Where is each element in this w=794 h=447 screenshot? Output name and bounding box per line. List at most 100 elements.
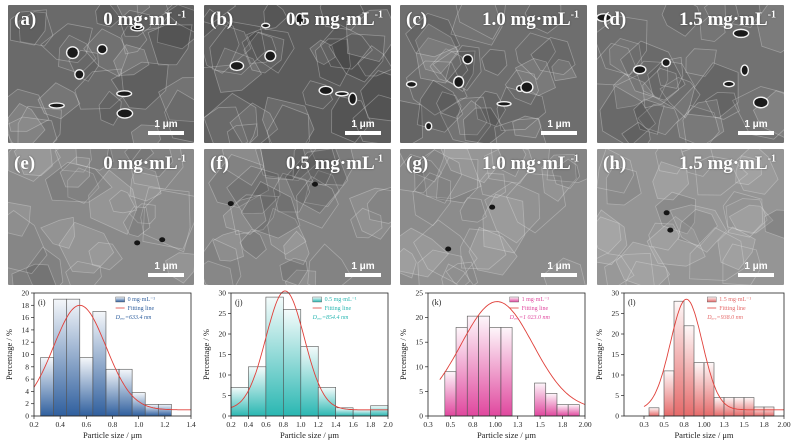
x-tick-label: 0.6 (82, 420, 92, 429)
grain (74, 68, 125, 110)
grain (212, 229, 244, 262)
scale-bar-label: 1 μm (547, 261, 571, 272)
x-tick-label: 1.5 (535, 420, 545, 429)
legend-entry: 1 mg·mL⁻¹ (522, 297, 550, 303)
grain (633, 98, 665, 135)
concentration-label: 1.5 mg·mL-1 (678, 153, 776, 174)
scale-bar: 1 μm (345, 119, 381, 135)
grain (129, 164, 162, 202)
x-tick-label: 1.5 (739, 420, 749, 429)
pore (740, 64, 750, 77)
x-tick-label: 1.8 (366, 420, 376, 429)
panel-label: (g) (406, 153, 429, 174)
grain (309, 39, 336, 66)
y-tick-label: 15 (416, 338, 424, 347)
grain (490, 149, 527, 178)
grain (400, 227, 450, 278)
scale-bar-line (738, 131, 774, 135)
grain (147, 24, 193, 66)
grain (735, 155, 762, 186)
grain (681, 149, 716, 177)
y-tick-label: 0 (615, 412, 619, 421)
grain (113, 44, 150, 76)
grain (703, 5, 739, 29)
y-tick-label: 10 (612, 371, 620, 380)
grain (620, 40, 686, 101)
grain (230, 194, 280, 236)
x-tick-label: 1.2 (160, 420, 170, 429)
x-tick-label: 0.8 (108, 420, 118, 429)
grain (122, 206, 151, 238)
grain (524, 5, 562, 34)
x-tick-label: 1.3 (719, 420, 729, 429)
scale-bar-label: 1 μm (744, 261, 768, 272)
grain (597, 253, 635, 285)
grain (260, 149, 307, 181)
grain (226, 123, 258, 143)
grain (648, 222, 681, 251)
grain (17, 105, 62, 143)
histogram-bar (283, 309, 302, 417)
panel-label: (f) (210, 153, 229, 174)
grain (677, 209, 718, 247)
x-tick-label: 0.5 (659, 420, 669, 429)
legend-entry: 1.5 mg·mL⁻¹ (719, 297, 751, 303)
grain (474, 90, 506, 127)
grain (352, 94, 391, 143)
sem-image-panel: (g) 1.0 mg·mL-1 1 μm (400, 149, 587, 285)
x-tick-label: 0.8 (279, 420, 289, 429)
pore (661, 57, 671, 68)
grain (597, 209, 628, 266)
grain (40, 216, 76, 249)
grain (204, 23, 252, 74)
scale-bar: 1 μm (541, 119, 577, 135)
histogram-bar (567, 404, 580, 417)
grain (59, 156, 91, 188)
scale-bar: 1 μm (148, 119, 184, 135)
x-tick-label: 1.4 (331, 420, 341, 429)
scale-bar: 1 μm (541, 261, 577, 277)
legend-swatch (509, 296, 519, 303)
histogram-svg: 0.3 0.5 0.8 1.00 1.3 1.5 1.8 2.00 0 5 10 15 20 25 30 Pa… (594, 289, 791, 441)
grain (717, 226, 756, 271)
grain (319, 5, 366, 31)
scale-bar-label: 1 μm (547, 119, 571, 130)
grain (685, 48, 717, 77)
concentration-label: 1.5 mg·mL-1 (678, 9, 776, 30)
grain (18, 11, 54, 47)
grain (255, 149, 318, 182)
x-tick-label: 2.00 (578, 420, 591, 429)
grain (226, 165, 281, 215)
grain (445, 261, 479, 285)
pore (261, 22, 271, 29)
pore (74, 69, 85, 80)
grain (222, 194, 267, 235)
histogram-bar (743, 397, 755, 417)
grain (296, 175, 339, 229)
scale-bar-label: 1 μm (154, 261, 178, 272)
grain (642, 67, 680, 109)
grain (65, 260, 102, 285)
scale-bar-line (541, 273, 577, 277)
grain (400, 149, 445, 183)
grain (240, 180, 301, 239)
x-tick-label: 0.3 (423, 420, 433, 429)
grain (512, 115, 542, 139)
grain (687, 62, 739, 119)
grain (439, 96, 492, 143)
grain (164, 5, 194, 33)
y-tick-label: 12 (22, 338, 30, 347)
grain (625, 261, 671, 285)
panel-label: (d) (603, 9, 627, 30)
pore (348, 92, 358, 106)
grain (661, 5, 702, 37)
scale-bar-line (148, 273, 184, 277)
grain (551, 158, 581, 189)
grain (415, 23, 459, 75)
grain (40, 23, 93, 64)
y-tick-label: 15 (219, 350, 227, 359)
grain-texture (597, 5, 784, 143)
x-tick-label: 1.00 (697, 420, 710, 429)
grain (13, 149, 53, 177)
grain (597, 15, 648, 76)
